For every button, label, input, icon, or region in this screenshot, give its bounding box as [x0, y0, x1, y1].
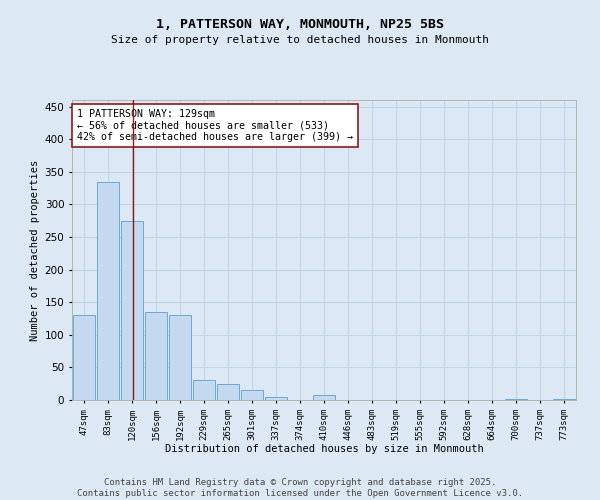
Bar: [97, 182, 119, 400]
Bar: [313, 395, 335, 400]
Bar: [217, 384, 239, 400]
Bar: [265, 396, 287, 400]
Y-axis label: Number of detached properties: Number of detached properties: [31, 160, 40, 340]
X-axis label: Distribution of detached houses by size in Monmouth: Distribution of detached houses by size …: [164, 444, 484, 454]
Bar: [241, 390, 263, 400]
Text: 1 PATTERSON WAY: 129sqm
← 56% of detached houses are smaller (533)
42% of semi-d: 1 PATTERSON WAY: 129sqm ← 56% of detache…: [77, 109, 353, 142]
Bar: [121, 220, 143, 400]
Bar: [193, 380, 215, 400]
Bar: [553, 398, 575, 400]
Bar: [505, 398, 527, 400]
Text: 1, PATTERSON WAY, MONMOUTH, NP25 5BS: 1, PATTERSON WAY, MONMOUTH, NP25 5BS: [156, 18, 444, 30]
Bar: [145, 312, 167, 400]
Bar: [73, 315, 95, 400]
Bar: [169, 315, 191, 400]
Text: Size of property relative to detached houses in Monmouth: Size of property relative to detached ho…: [111, 35, 489, 45]
Text: Contains HM Land Registry data © Crown copyright and database right 2025.
Contai: Contains HM Land Registry data © Crown c…: [77, 478, 523, 498]
